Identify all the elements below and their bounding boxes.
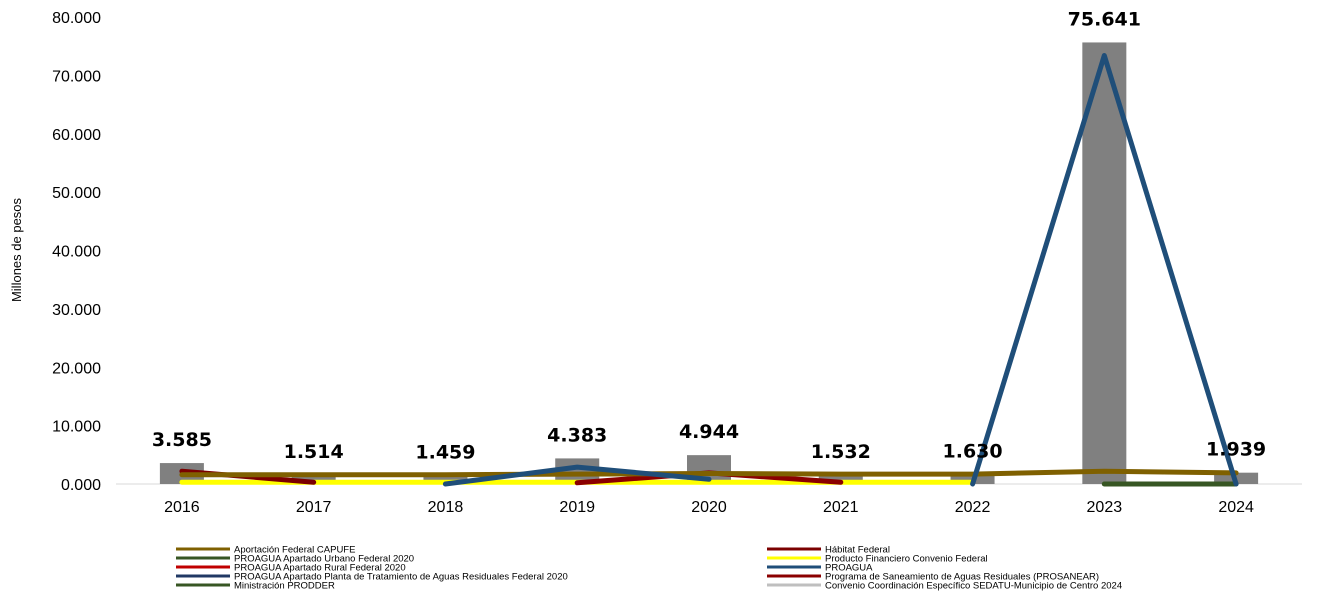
legend-label: Ministración PRODDER xyxy=(234,581,335,592)
legend: Aportación Federal CAPUFE Hábitat Federal… xyxy=(176,545,1122,592)
series-lines xyxy=(179,53,1239,487)
y-tick-label: 70.000 xyxy=(52,68,101,85)
series-line xyxy=(179,468,1239,478)
bars xyxy=(159,42,1259,484)
data-label: 1.459 xyxy=(415,441,475,463)
y-axis: 0.000 10.000 20.000 30.000 40.000 50.000 60.00… xyxy=(52,10,101,494)
bar xyxy=(818,475,863,484)
legend-label: Programa de Saneamiento de Aguas Residua… xyxy=(825,572,1099,583)
series-line xyxy=(442,464,712,487)
legend-label: PROAGUA xyxy=(825,563,873,574)
legend-label: Hábitat Federal xyxy=(825,545,890,556)
legend-label: Convenio Coordinación Específico SEDATU-… xyxy=(825,581,1122,592)
legend-label: PROAGUA Apartado Rural Federal 2020 xyxy=(234,563,406,574)
data-label: 3.585 xyxy=(152,429,212,451)
series-line xyxy=(970,53,1239,487)
y-tick-label: 20.000 xyxy=(52,360,101,377)
x-tick-label: 2017 xyxy=(296,499,332,516)
data-label: 1.630 xyxy=(943,440,1003,462)
legend-label: Producto Financiero Convenio Federal xyxy=(825,554,988,565)
y-tick-label: 50.000 xyxy=(52,185,101,202)
data-label: 1.532 xyxy=(811,441,871,463)
y-tick-label: 60.000 xyxy=(52,127,101,144)
data-label: 1.514 xyxy=(284,441,344,463)
x-tick-label: 2016 xyxy=(164,499,200,516)
x-tick-label: 2018 xyxy=(428,499,464,516)
legend-label: Aportación Federal CAPUFE xyxy=(234,545,355,556)
bar xyxy=(291,475,336,484)
y-tick-label: 0.000 xyxy=(61,477,101,494)
data-label: 4.383 xyxy=(547,424,607,446)
y-tick-label: 30.000 xyxy=(52,302,101,319)
x-tick-label: 2024 xyxy=(1218,499,1254,516)
x-tick-label: 2021 xyxy=(823,499,859,516)
data-label: 75.641 xyxy=(1068,8,1141,30)
legend-label: PROAGUA Apartado Urbano Federal 2020 xyxy=(234,554,414,565)
x-tick-label: 2022 xyxy=(955,499,991,516)
x-axis: 2016 2017 2018 2019 2020 2021 2022 2023 2024 xyxy=(164,499,1254,516)
data-label: 1.939 xyxy=(1206,439,1266,461)
data-labels: 3.585 1.514 1.459 4.383 4.944 1.532 1.630 75.64… xyxy=(152,8,1266,463)
bar xyxy=(1082,42,1127,484)
data-label: 4.944 xyxy=(679,421,739,443)
y-tick-label: 10.000 xyxy=(52,419,101,436)
y-tick-label: 80.000 xyxy=(52,10,101,27)
x-tick-label: 2019 xyxy=(559,499,595,516)
x-tick-label: 2020 xyxy=(691,499,727,516)
x-tick-label: 2023 xyxy=(1087,499,1123,516)
y-tick-label: 40.000 xyxy=(52,244,101,261)
legend-label: PROAGUA Apartado Planta de Tratamiento d… xyxy=(234,572,568,583)
y-axis-title: Millones de pesos xyxy=(9,197,24,302)
